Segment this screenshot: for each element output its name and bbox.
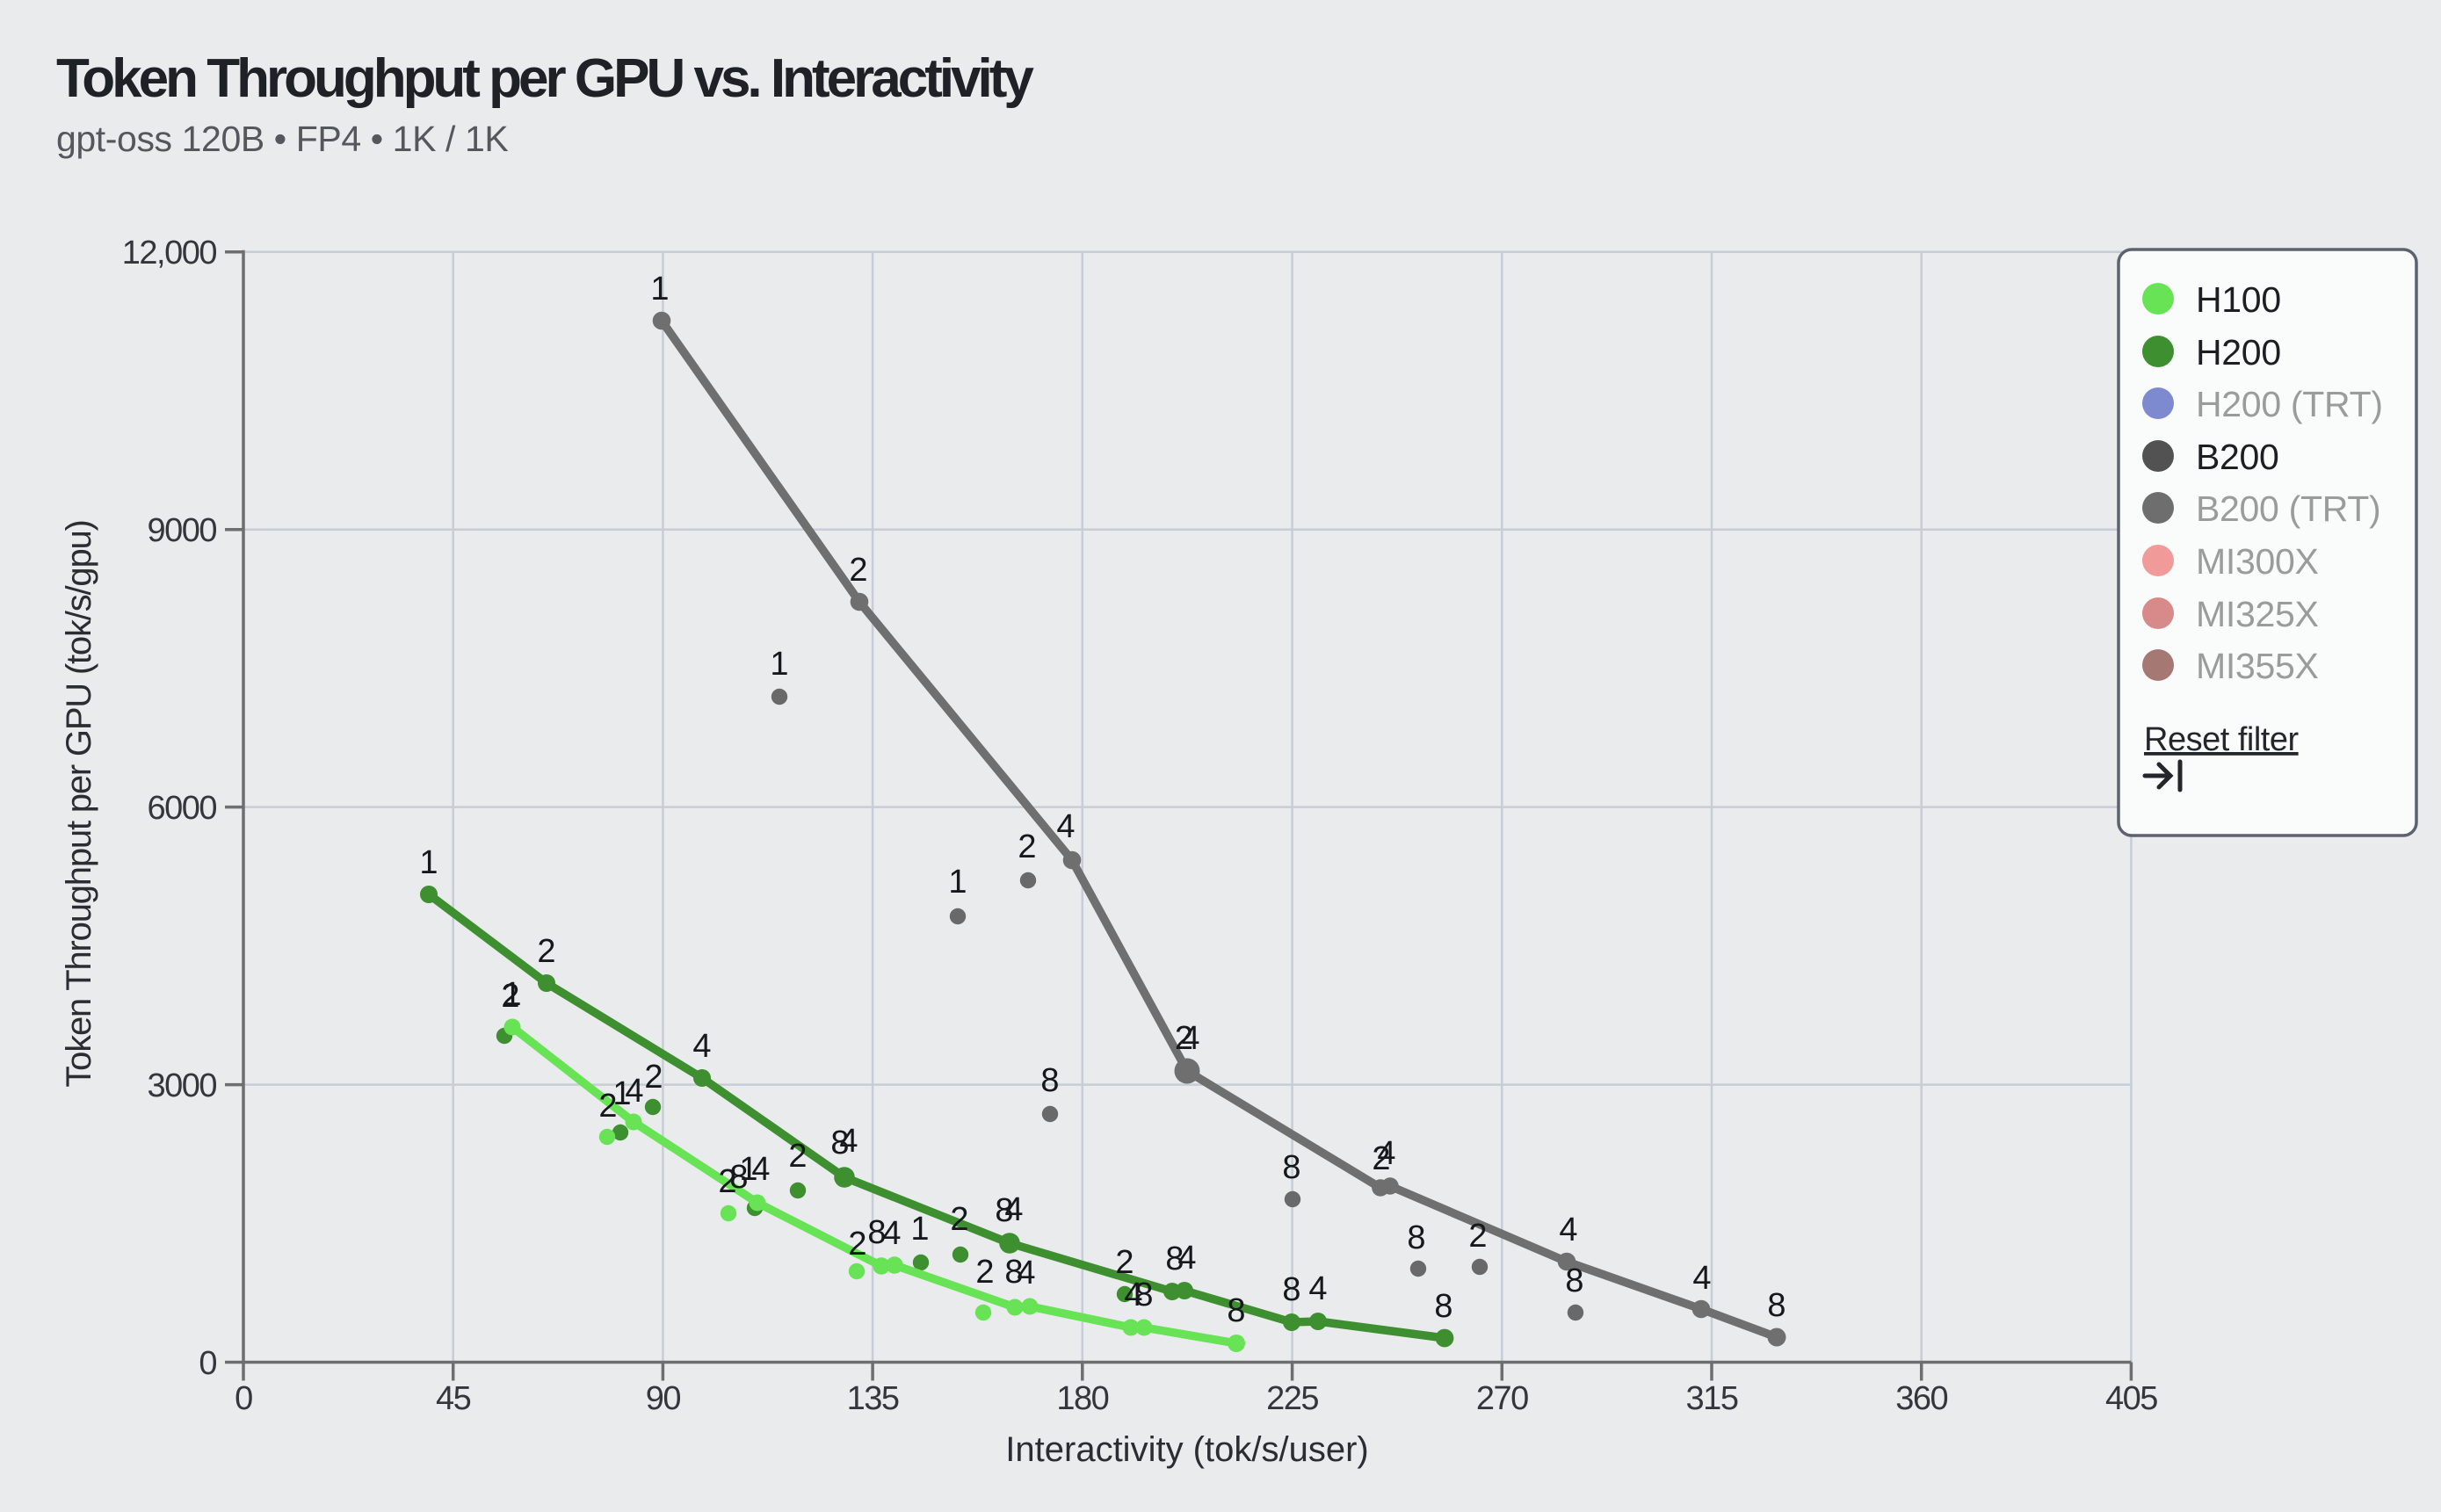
svg-text:4: 4 (625, 1073, 643, 1110)
svg-text:270: 270 (1476, 1380, 1528, 1417)
svg-text:8: 8 (1565, 1262, 1583, 1299)
svg-text:H100: H100 (2196, 279, 2281, 320)
svg-text:8: 8 (1227, 1292, 1245, 1329)
svg-text:8: 8 (1282, 1271, 1300, 1308)
svg-text:8: 8 (995, 1192, 1013, 1229)
svg-text:360: 360 (1895, 1380, 1947, 1417)
svg-text:12,000: 12,000 (122, 235, 217, 271)
svg-text:4: 4 (692, 1028, 711, 1065)
svg-text:225: 225 (1266, 1380, 1318, 1417)
svg-text:1: 1 (770, 646, 788, 683)
svg-text:2: 2 (975, 1254, 994, 1291)
svg-text:2: 2 (788, 1138, 807, 1175)
svg-text:2: 2 (598, 1088, 617, 1125)
svg-text:0: 0 (235, 1380, 252, 1417)
svg-text:315: 315 (1686, 1380, 1738, 1417)
svg-text:405: 405 (2105, 1380, 2157, 1417)
svg-text:8: 8 (867, 1214, 886, 1251)
svg-text:8: 8 (729, 1159, 748, 1196)
svg-text:0: 0 (199, 1345, 216, 1382)
svg-text:8: 8 (1165, 1241, 1184, 1277)
svg-text:1: 1 (739, 1151, 757, 1188)
svg-text:B200 (TRT): B200 (TRT) (2196, 488, 2380, 529)
svg-text:4: 4 (1377, 1135, 1395, 1172)
svg-text:8: 8 (830, 1125, 849, 1161)
svg-text:H200: H200 (2196, 332, 2281, 373)
svg-text:4: 4 (751, 1151, 770, 1188)
svg-text:2: 2 (1372, 1140, 1390, 1177)
svg-text:1: 1 (650, 271, 669, 307)
svg-text:8: 8 (1134, 1277, 1153, 1313)
svg-text:Reset filter: Reset filter (2144, 721, 2299, 758)
svg-text:MI355X: MI355X (2196, 646, 2319, 686)
svg-text:4: 4 (1177, 1240, 1196, 1277)
svg-text:1: 1 (503, 976, 521, 1013)
svg-text:4: 4 (839, 1123, 858, 1160)
svg-text:4: 4 (1559, 1212, 1577, 1248)
svg-text:2: 2 (848, 1226, 866, 1262)
svg-text:45: 45 (436, 1380, 471, 1417)
svg-text:1: 1 (948, 864, 967, 901)
svg-text:6000: 6000 (147, 790, 216, 827)
svg-text:4: 4 (1124, 1277, 1142, 1313)
svg-text:4: 4 (882, 1215, 901, 1252)
svg-text:4: 4 (1692, 1260, 1711, 1297)
svg-text:2: 2 (718, 1163, 736, 1200)
svg-text:2: 2 (1115, 1244, 1134, 1281)
svg-text:9000: 9000 (147, 512, 216, 549)
svg-text:8: 8 (1040, 1062, 1059, 1099)
svg-text:2: 2 (1175, 1020, 1193, 1057)
svg-text:4: 4 (1004, 1191, 1023, 1228)
svg-text:B200: B200 (2196, 437, 2279, 477)
svg-text:3000: 3000 (147, 1067, 216, 1104)
svg-text:135: 135 (847, 1380, 899, 1417)
svg-text:180: 180 (1056, 1380, 1108, 1417)
svg-text:H200 (TRT): H200 (TRT) (2196, 384, 2383, 424)
svg-text:2: 2 (1468, 1218, 1487, 1255)
svg-text:4: 4 (1056, 808, 1075, 845)
svg-text:1: 1 (612, 1075, 631, 1112)
svg-text:90: 90 (646, 1380, 681, 1417)
svg-text:MI300X: MI300X (2196, 541, 2319, 582)
svg-text:4: 4 (1308, 1270, 1327, 1307)
svg-text:8: 8 (1004, 1254, 1023, 1291)
svg-text:1: 1 (419, 844, 438, 881)
svg-text:2: 2 (501, 978, 519, 1015)
svg-text:Interactivity (tok/s/user): Interactivity (tok/s/user) (1005, 1430, 1368, 1469)
svg-text:4: 4 (1017, 1255, 1035, 1291)
svg-text:8: 8 (1767, 1287, 1785, 1324)
svg-text:2: 2 (1018, 828, 1036, 865)
svg-text:Token Throughput per GPU vs. I: Token Throughput per GPU vs. Interactivi… (56, 48, 1034, 109)
svg-text:MI325X: MI325X (2196, 594, 2319, 634)
svg-text:2: 2 (644, 1059, 663, 1096)
svg-text:2: 2 (849, 552, 867, 589)
svg-text:4: 4 (1181, 1020, 1199, 1057)
svg-text:Token Throughput per GPU (tok/: Token Throughput per GPU (tok/s/gpu) (60, 520, 98, 1087)
svg-text:1: 1 (910, 1211, 929, 1248)
svg-text:8: 8 (1434, 1288, 1452, 1325)
svg-text:gpt-oss 120B • FP4 • 1K / 1K: gpt-oss 120B • FP4 • 1K / 1K (56, 119, 508, 159)
svg-text:8: 8 (1282, 1149, 1300, 1186)
svg-text:2: 2 (950, 1201, 968, 1238)
svg-text:2: 2 (537, 933, 555, 970)
svg-text:8: 8 (1407, 1219, 1425, 1256)
